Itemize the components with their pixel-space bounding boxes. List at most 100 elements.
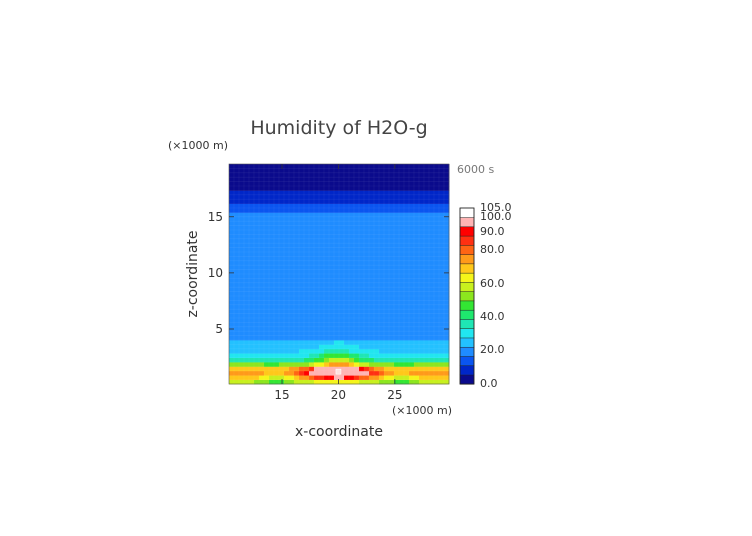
heatmap-cell bbox=[379, 335, 385, 341]
heatmap-cell bbox=[304, 313, 310, 319]
heatmap-cell bbox=[424, 379, 430, 385]
heatmap-cell bbox=[304, 278, 310, 284]
colorbar-segment bbox=[459, 300, 475, 311]
heatmap-cell bbox=[369, 344, 375, 350]
heatmap-cell bbox=[399, 225, 405, 231]
heatmap-cell bbox=[234, 243, 240, 248]
heatmap-cell bbox=[294, 274, 300, 279]
heatmap-cell bbox=[309, 366, 315, 372]
heatmap-cell bbox=[229, 238, 235, 244]
heatmap-cell bbox=[424, 274, 430, 279]
heatmap-cell bbox=[254, 375, 260, 380]
heatmap-cell bbox=[329, 216, 335, 222]
heatmap-cell bbox=[324, 181, 330, 187]
heatmap-cell bbox=[244, 212, 250, 218]
heatmap-cell bbox=[399, 326, 405, 332]
colorbar-segment bbox=[459, 226, 475, 237]
colorbar-segment bbox=[459, 272, 475, 283]
heatmap-cell bbox=[324, 370, 330, 376]
heatmap-cell bbox=[429, 172, 435, 178]
heatmap-cell bbox=[244, 309, 250, 314]
heatmap-cell bbox=[364, 225, 370, 231]
heatmap-cell bbox=[279, 300, 285, 306]
heatmap-cell bbox=[274, 225, 280, 231]
heatmap-cell bbox=[284, 190, 290, 196]
heatmap-cell bbox=[339, 362, 345, 367]
heatmap-cell bbox=[439, 194, 445, 200]
heatmap-cell bbox=[434, 190, 440, 196]
heatmap-cell bbox=[414, 274, 420, 279]
heatmap-cell bbox=[249, 203, 255, 209]
heatmap-cell bbox=[354, 203, 360, 209]
heatmap-cell bbox=[434, 318, 440, 323]
heatmap-cell bbox=[389, 357, 395, 363]
heatmap-cell bbox=[269, 203, 275, 209]
heatmap-cell bbox=[434, 282, 440, 288]
heatmap-cell bbox=[404, 282, 410, 288]
heatmap-cell bbox=[294, 326, 300, 332]
heatmap-cell bbox=[294, 287, 300, 292]
heatmap-cell bbox=[409, 326, 415, 332]
x-unit-label: (×1000 m) bbox=[392, 404, 452, 417]
heatmap-cell bbox=[334, 287, 340, 292]
heatmap-cell bbox=[409, 164, 415, 169]
heatmap-cell bbox=[404, 212, 410, 218]
heatmap-cell bbox=[259, 225, 265, 231]
heatmap-cell bbox=[349, 362, 355, 367]
heatmap-cell bbox=[404, 318, 410, 323]
colorbar-segment bbox=[459, 309, 475, 320]
heatmap-cell bbox=[439, 269, 445, 275]
colorbar-segment bbox=[459, 207, 475, 218]
heatmap-cell bbox=[414, 296, 420, 301]
heatmap-cell bbox=[259, 208, 265, 213]
heatmap-cell bbox=[354, 348, 360, 354]
heatmap-cell bbox=[354, 366, 360, 372]
heatmap-cell bbox=[414, 304, 420, 310]
heatmap-cell bbox=[344, 362, 350, 367]
heatmap-cell bbox=[434, 252, 440, 257]
heatmap-cell bbox=[289, 282, 295, 288]
heatmap-cell bbox=[229, 186, 235, 191]
heatmap-cell bbox=[334, 326, 340, 332]
heatmap-cell bbox=[399, 265, 405, 270]
heatmap-cell bbox=[274, 212, 280, 218]
heatmap-cell bbox=[369, 318, 375, 323]
heatmap-cell bbox=[239, 234, 245, 240]
heatmap-cell bbox=[374, 221, 380, 226]
heatmap-cell bbox=[429, 168, 435, 174]
heatmap-cell bbox=[384, 194, 390, 200]
heatmap-cell bbox=[409, 282, 415, 288]
heatmap-cell bbox=[234, 362, 240, 367]
heatmap-cell bbox=[434, 230, 440, 235]
heatmap-cell bbox=[329, 318, 335, 323]
heatmap-cell bbox=[374, 353, 380, 358]
heatmap-cell bbox=[229, 194, 235, 200]
heatmap-cell bbox=[329, 304, 335, 310]
heatmap-cell bbox=[384, 216, 390, 222]
heatmap-cell bbox=[369, 199, 375, 204]
heatmap-cell bbox=[414, 344, 420, 350]
heatmap-cell bbox=[279, 238, 285, 244]
heatmap-cell bbox=[384, 296, 390, 301]
heatmap-cell bbox=[259, 296, 265, 301]
heatmap-cell bbox=[289, 212, 295, 218]
heatmap-cell bbox=[359, 287, 365, 292]
heatmap-cell bbox=[434, 225, 440, 231]
y-tick-label: 5 bbox=[215, 322, 223, 336]
heatmap-cell bbox=[399, 194, 405, 200]
heatmap-cell bbox=[444, 265, 450, 270]
heatmap-cell bbox=[444, 278, 450, 284]
heatmap-cell bbox=[404, 203, 410, 209]
heatmap-cell bbox=[289, 230, 295, 235]
heatmap-cell bbox=[304, 221, 310, 226]
heatmap-cell bbox=[324, 357, 330, 363]
heatmap-cell bbox=[294, 247, 300, 253]
heatmap-cell bbox=[409, 212, 415, 218]
heatmap-cell bbox=[244, 216, 250, 222]
heatmap-cell bbox=[274, 181, 280, 187]
heatmap-cell bbox=[389, 168, 395, 174]
heatmap-cell bbox=[349, 265, 355, 270]
heatmap-cell bbox=[399, 291, 405, 297]
heatmap-cell bbox=[314, 168, 320, 174]
heatmap-cell bbox=[339, 164, 345, 169]
